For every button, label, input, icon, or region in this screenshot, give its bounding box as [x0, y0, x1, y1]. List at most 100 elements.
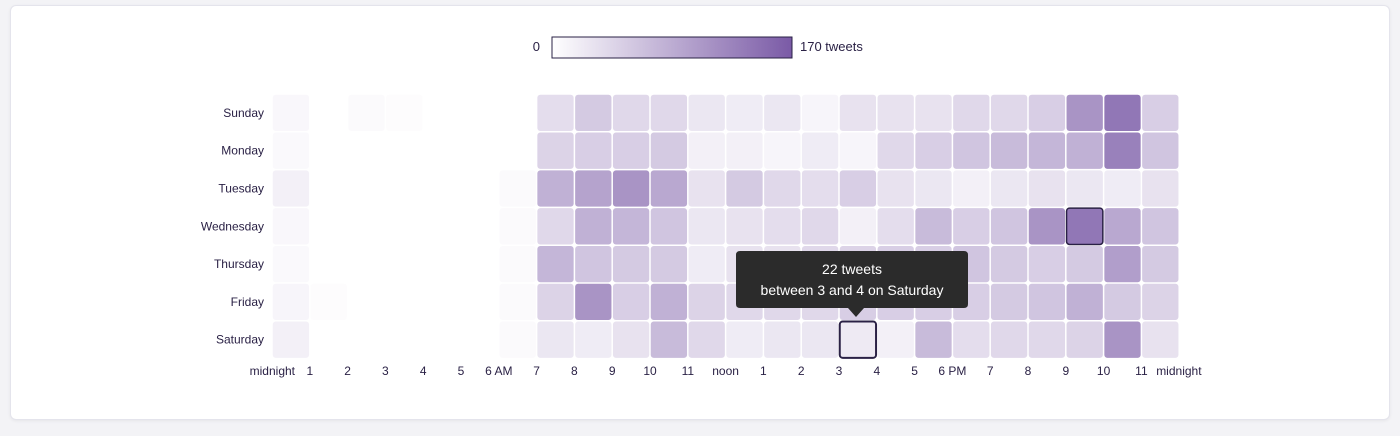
heatmap-cell[interactable] — [461, 321, 499, 358]
heatmap-cell[interactable] — [953, 208, 990, 245]
heatmap-cell[interactable] — [461, 283, 499, 321]
heatmap-cell[interactable] — [310, 132, 347, 169]
heatmap-cell[interactable] — [272, 245, 310, 283]
heatmap-cell[interactable] — [953, 321, 990, 358]
heatmap-cell[interactable] — [272, 94, 310, 132]
heatmap-cell[interactable] — [839, 94, 877, 132]
heatmap-cell[interactable] — [990, 94, 1028, 132]
heatmap-cell[interactable] — [801, 170, 839, 207]
heatmap-cell[interactable] — [764, 170, 801, 207]
heatmap-cell[interactable] — [1142, 132, 1179, 169]
heatmap-cell[interactable] — [575, 245, 612, 283]
heatmap-cell[interactable] — [1066, 208, 1103, 245]
heatmap-cell[interactable] — [650, 170, 688, 207]
heatmap-cell[interactable] — [423, 208, 461, 245]
heatmap-cell[interactable] — [839, 170, 877, 207]
heatmap-cell[interactable] — [1142, 94, 1179, 132]
heatmap-cell[interactable] — [499, 170, 536, 207]
heatmap-cell[interactable] — [575, 170, 612, 207]
heatmap-cell[interactable] — [461, 94, 499, 132]
heatmap-cell[interactable] — [1028, 94, 1066, 132]
heatmap-cell[interactable] — [310, 170, 347, 207]
heatmap-cell[interactable] — [272, 132, 310, 169]
heatmap-cell[interactable] — [726, 132, 763, 169]
heatmap-cell[interactable] — [650, 132, 688, 169]
heatmap-cell[interactable] — [953, 94, 990, 132]
heatmap-cell[interactable] — [310, 94, 347, 132]
heatmap-cell[interactable] — [726, 170, 763, 207]
heatmap-cell[interactable] — [953, 132, 990, 169]
heatmap-cell[interactable] — [499, 245, 536, 283]
heatmap-cell[interactable] — [1142, 208, 1179, 245]
heatmap-cell[interactable] — [839, 132, 877, 169]
heatmap-cell[interactable] — [1028, 170, 1066, 207]
heatmap-cell[interactable] — [915, 208, 952, 245]
heatmap-cell[interactable] — [1142, 245, 1179, 283]
heatmap-cell[interactable] — [1028, 208, 1066, 245]
heatmap-cell[interactable] — [612, 245, 650, 283]
heatmap-cell[interactable] — [953, 170, 990, 207]
heatmap-cell[interactable] — [764, 94, 801, 132]
heatmap-cell[interactable] — [499, 321, 536, 358]
heatmap-cell[interactable] — [461, 170, 499, 207]
heatmap-cell[interactable] — [272, 283, 310, 321]
heatmap-cell[interactable] — [272, 208, 310, 245]
heatmap-cell[interactable] — [499, 132, 536, 169]
heatmap-cell[interactable] — [537, 321, 574, 358]
heatmap-cell[interactable] — [499, 208, 536, 245]
heatmap-cell[interactable] — [1104, 245, 1141, 283]
heatmap-cell[interactable] — [537, 208, 574, 245]
heatmap-cell[interactable] — [348, 208, 385, 245]
heatmap-cell[interactable] — [348, 283, 385, 321]
heatmap-cell[interactable] — [801, 208, 839, 245]
heatmap-cell[interactable] — [688, 170, 725, 207]
heatmap-cell[interactable] — [612, 170, 650, 207]
heatmap-cell[interactable] — [726, 208, 763, 245]
heatmap-cell[interactable] — [877, 132, 914, 169]
heatmap-cell[interactable] — [612, 94, 650, 132]
heatmap-cell[interactable] — [537, 245, 574, 283]
heatmap-cell[interactable] — [764, 321, 801, 358]
heatmap-cell[interactable] — [386, 283, 423, 321]
heatmap-cell[interactable] — [1104, 94, 1141, 132]
heatmap-cell[interactable] — [839, 208, 877, 245]
heatmap-cell[interactable] — [764, 132, 801, 169]
heatmap-cell[interactable] — [915, 321, 952, 358]
heatmap-cell[interactable] — [575, 208, 612, 245]
heatmap-cell[interactable] — [612, 283, 650, 321]
heatmap-cell[interactable] — [1104, 321, 1141, 358]
heatmap-cell[interactable] — [915, 170, 952, 207]
heatmap-cell[interactable] — [990, 283, 1028, 321]
heatmap-cell[interactable] — [877, 321, 914, 358]
heatmap-cell[interactable] — [461, 132, 499, 169]
heatmap-cell[interactable] — [1142, 321, 1179, 358]
heatmap-cell[interactable] — [650, 321, 688, 358]
heatmap-cell[interactable] — [839, 321, 877, 358]
heatmap-cell[interactable] — [310, 321, 347, 358]
heatmap-cell[interactable] — [990, 208, 1028, 245]
heatmap-cell[interactable] — [575, 321, 612, 358]
heatmap-cell[interactable] — [915, 94, 952, 132]
heatmap-cell[interactable] — [612, 321, 650, 358]
heatmap-cell[interactable] — [423, 283, 461, 321]
heatmap-cell[interactable] — [877, 94, 914, 132]
heatmap-cell[interactable] — [726, 94, 763, 132]
heatmap-cell[interactable] — [348, 94, 385, 132]
heatmap-cell[interactable] — [1066, 94, 1103, 132]
heatmap-cell[interactable] — [386, 321, 423, 358]
heatmap-cell[interactable] — [461, 208, 499, 245]
heatmap-cell[interactable] — [1104, 283, 1141, 321]
heatmap-cell[interactable] — [1066, 321, 1103, 358]
heatmap-cell[interactable] — [650, 94, 688, 132]
heatmap-cell[interactable] — [990, 170, 1028, 207]
heatmap-cell[interactable] — [688, 321, 725, 358]
heatmap-cell[interactable] — [537, 94, 574, 132]
heatmap-cell[interactable] — [764, 208, 801, 245]
heatmap-cell[interactable] — [272, 170, 310, 207]
heatmap-cell[interactable] — [310, 208, 347, 245]
heatmap-cell[interactable] — [1104, 170, 1141, 207]
heatmap-cell[interactable] — [386, 94, 423, 132]
heatmap-cell[interactable] — [386, 170, 423, 207]
heatmap-cell[interactable] — [688, 283, 725, 321]
heatmap-cell[interactable] — [575, 94, 612, 132]
